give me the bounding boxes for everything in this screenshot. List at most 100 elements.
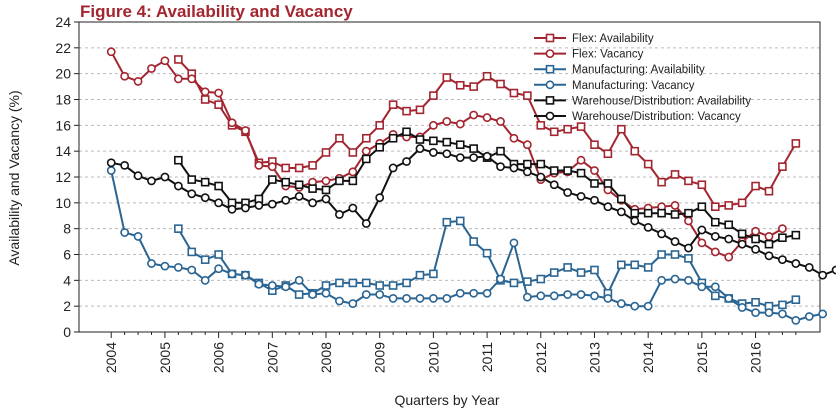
data-point	[818, 270, 828, 280]
data-point	[751, 226, 760, 236]
y-tick-label: 10	[55, 195, 71, 211]
data-point	[764, 186, 774, 196]
data-point	[496, 79, 505, 89]
legend-item: Manufacturing: Vacancy	[534, 80, 695, 92]
data-point	[657, 229, 666, 239]
data-point	[522, 140, 532, 150]
data-point	[657, 250, 666, 259]
legend-marker	[545, 49, 555, 58]
data-point	[576, 168, 586, 178]
data-point	[630, 260, 640, 270]
data-point	[415, 294, 425, 303]
data-point	[402, 157, 411, 166]
data-point	[267, 281, 277, 290]
data-point	[214, 100, 223, 109]
axes: Availability and Vacancy (%) Quarters by…	[6, 14, 821, 408]
y-tick-label: 18	[55, 92, 71, 108]
data-point	[281, 282, 291, 292]
data-point	[617, 124, 626, 134]
data-point	[657, 208, 666, 218]
data-point	[227, 269, 237, 279]
data-point	[254, 160, 264, 170]
data-point	[643, 222, 653, 232]
data-point	[281, 177, 291, 187]
data-point	[361, 290, 371, 299]
y-tick-label: 24	[55, 14, 71, 30]
data-point	[536, 172, 546, 182]
data-point	[536, 159, 546, 169]
x-tick-label: 2012	[533, 342, 549, 373]
data-point	[643, 263, 653, 272]
data-point	[321, 194, 331, 204]
y-tick-label: 20	[55, 66, 71, 82]
data-point	[442, 73, 452, 82]
data-point	[536, 121, 546, 130]
data-point	[120, 160, 130, 170]
data-point	[455, 119, 465, 129]
data-point	[670, 201, 680, 210]
data-point	[670, 274, 680, 284]
legend-label: Flex: Availability	[572, 33, 654, 45]
legend-item: Flex: Vacancy	[534, 49, 644, 61]
data-point	[106, 166, 116, 175]
data-point	[187, 175, 197, 184]
data-point	[710, 247, 720, 257]
data-point	[751, 308, 760, 318]
y-tick-label: 16	[55, 117, 71, 133]
data-point	[174, 155, 183, 165]
data-point	[563, 124, 572, 134]
y-tick-label: 8	[63, 221, 71, 237]
data-point	[509, 163, 519, 173]
data-point	[187, 74, 197, 84]
data-point	[657, 177, 666, 187]
data-point	[576, 191, 586, 201]
data-point	[576, 290, 586, 299]
data-point	[174, 224, 183, 233]
legend-label: Warehouse/Distribution: Vacancy	[572, 111, 741, 123]
data-point	[402, 106, 411, 116]
data-point	[415, 144, 425, 153]
data-point	[469, 82, 478, 91]
data-point	[710, 202, 720, 212]
y-tick-label: 12	[55, 169, 71, 185]
data-point	[617, 194, 626, 204]
data-point	[227, 118, 237, 128]
data-point	[187, 189, 197, 199]
data-point	[684, 254, 693, 263]
legend: Flex: Availability Flex: Vacancy Manufactu…	[534, 33, 751, 123]
data-point	[388, 281, 398, 290]
data-point	[173, 181, 183, 191]
data-point	[429, 91, 438, 100]
data-point	[710, 217, 720, 227]
data-point	[254, 201, 264, 210]
data-point	[455, 153, 465, 163]
data-point	[361, 146, 371, 156]
data-point	[469, 153, 479, 163]
data-point	[482, 248, 492, 258]
data-point	[187, 265, 197, 275]
data-point	[617, 260, 626, 270]
plot-frame	[78, 21, 821, 333]
legend-marker	[545, 64, 555, 74]
data-point	[710, 291, 720, 301]
figure-title: Figure 4: Availability and Vacancy	[80, 2, 353, 21]
data-point	[549, 127, 559, 137]
data-point	[361, 133, 371, 143]
data-point	[590, 195, 599, 205]
x-tick-label: 2005	[157, 342, 173, 373]
data-point	[455, 216, 465, 226]
legend-item: Warehouse/Distribution: Availability	[534, 95, 751, 107]
data-point	[482, 288, 492, 298]
gridlines	[79, 21, 820, 307]
data-point	[522, 292, 532, 302]
data-point	[482, 113, 492, 122]
series-flex-availability	[174, 55, 801, 212]
data-point	[549, 268, 559, 277]
data-point	[147, 176, 156, 186]
data-point	[643, 159, 653, 169]
data-point	[536, 274, 546, 284]
data-point	[200, 177, 210, 187]
x-axis-label: Quarters by Year	[394, 392, 499, 408]
data-point	[254, 279, 264, 289]
y-tick-label: 6	[63, 247, 71, 263]
